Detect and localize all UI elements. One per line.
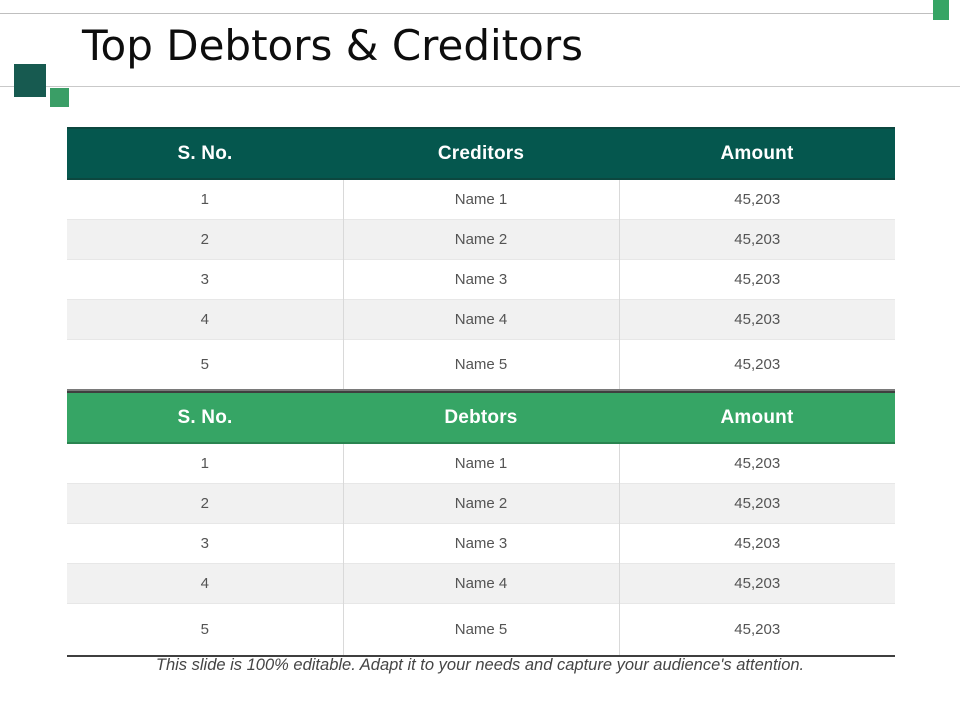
creditors-header-row: S. No. Creditors Amount: [67, 127, 895, 180]
table-cell: 3: [67, 259, 343, 300]
title-underline-rule: [0, 86, 960, 87]
debtors-table: S. No. Debtors Amount 1 Name 1 45,203 2 …: [67, 391, 895, 657]
table-cell: 45,203: [618, 219, 895, 260]
footer-note: This slide is 100% editable. Adapt it to…: [155, 656, 805, 674]
debtors-header-row: S. No. Debtors Amount: [67, 391, 895, 444]
table-row: 2 Name 2 45,203: [67, 219, 895, 260]
table-cell: Name 4: [342, 563, 619, 604]
table-cell: 2: [67, 219, 343, 260]
accent-square-teal: [14, 64, 46, 97]
table-cell: Name 1: [342, 443, 619, 484]
table-cell: 4: [67, 563, 343, 604]
creditors-table: S. No. Creditors Amount 1 Name 1 45,203 …: [67, 127, 895, 391]
table-row: 1 Name 1 45,203: [67, 443, 895, 484]
table-cell: 4: [67, 299, 343, 340]
table-cell: Name 2: [342, 483, 619, 524]
table-row: 4 Name 4 45,203: [67, 299, 895, 340]
table-cell: 45,203: [618, 523, 895, 564]
table-cell: 3: [67, 523, 343, 564]
table-cell: 45,203: [618, 259, 895, 300]
table-row: 1 Name 1 45,203: [67, 179, 895, 220]
table-cell: 5: [67, 339, 343, 391]
creditors-header-name: Creditors: [343, 127, 619, 180]
debtors-header-amount: Amount: [619, 391, 895, 444]
table-cell: 45,203: [618, 483, 895, 524]
table-row: 3 Name 3 45,203: [67, 259, 895, 300]
corner-accent-square: [933, 0, 949, 20]
table-cell: 45,203: [618, 603, 895, 657]
table-cell: Name 3: [342, 523, 619, 564]
table-cell: 45,203: [618, 299, 895, 340]
table-row: 3 Name 3 45,203: [67, 523, 895, 564]
slide-title: Top Debtors & Creditors: [82, 21, 583, 70]
table-row: 5 Name 5 45,203: [67, 339, 895, 391]
debtors-header-sno: S. No.: [67, 391, 343, 444]
table-cell: 45,203: [618, 443, 895, 484]
table-cell: 2: [67, 483, 343, 524]
table-cell: Name 5: [342, 603, 619, 657]
table-row: 5 Name 5 45,203: [67, 603, 895, 657]
accent-square-green: [50, 88, 69, 107]
debtors-header-name: Debtors: [343, 391, 619, 444]
table-cell: 1: [200, 191, 209, 208]
table-row: 4 Name 4 45,203: [67, 563, 895, 604]
table-cell: Name 5: [342, 339, 619, 391]
table-cell: 45,203: [618, 339, 895, 391]
table-cell: Name 1: [342, 179, 619, 220]
table-cell: 5: [67, 603, 343, 657]
table-cell: Name 2: [342, 219, 619, 260]
table-row: 2 Name 2 45,203: [67, 483, 895, 524]
creditors-header-amount: Amount: [619, 127, 895, 180]
top-rule: [0, 13, 933, 14]
table-cell: 1: [200, 455, 209, 472]
table-cell: 45,203: [618, 179, 895, 220]
table-cell: Name 3: [342, 259, 619, 300]
table-cell: Name 4: [342, 299, 619, 340]
creditors-header-sno: S. No.: [67, 127, 343, 180]
table-cell: 45,203: [618, 563, 895, 604]
